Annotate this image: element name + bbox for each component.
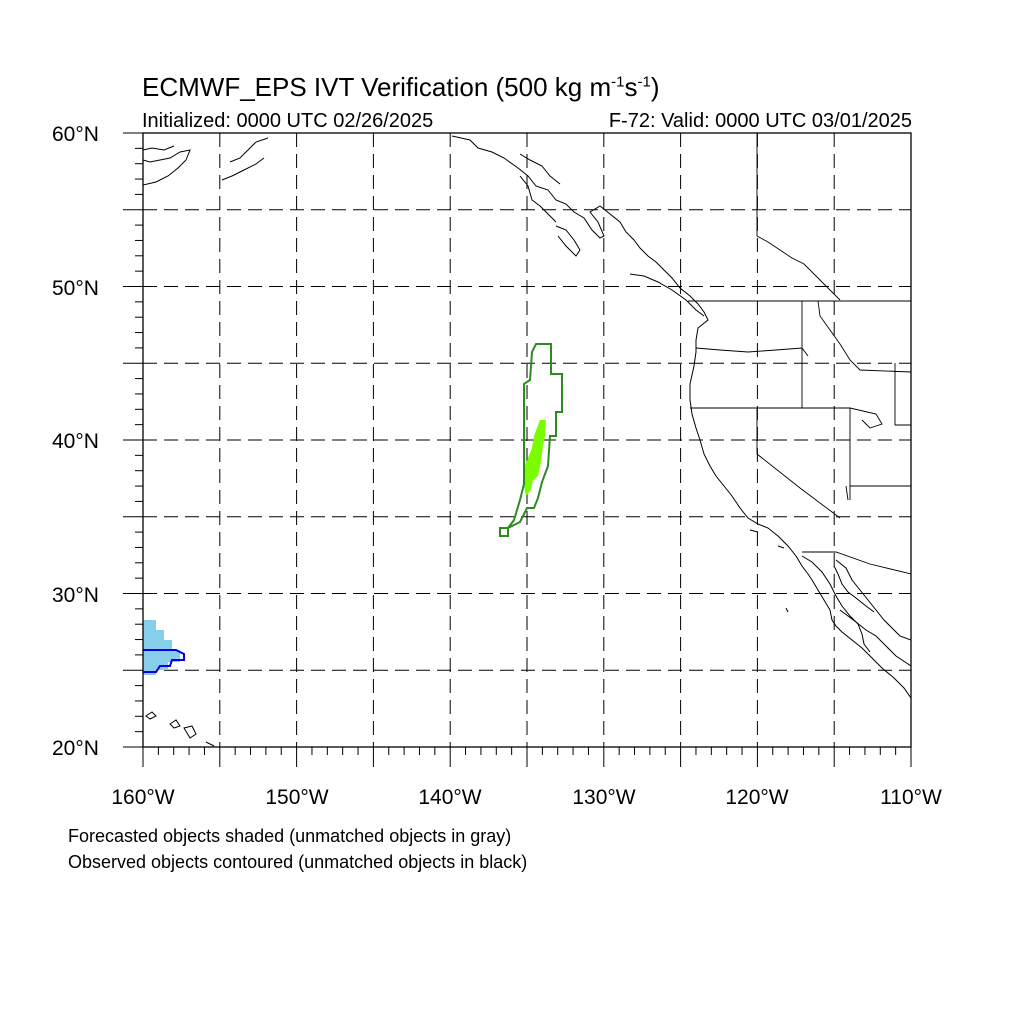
lat-label: 30°N (52, 584, 99, 607)
coastline-baja (801, 555, 911, 653)
forecast-object-green (524, 420, 546, 496)
coastline-gulf-california (833, 565, 911, 667)
valid-time-label: F-72: Valid: 0000 UTC 03/01/2025 (608, 110, 912, 132)
lon-label: 150°W (265, 786, 328, 809)
axis-ticks (123, 132, 912, 767)
coastline-hawaii (145, 711, 215, 747)
lon-label: 120°W (725, 786, 788, 809)
observed-contour-blue (143, 649, 185, 673)
borders-us-canada (688, 133, 911, 302)
coastline-bc-islands (519, 153, 705, 317)
ivt-objects (143, 343, 563, 675)
caption-forecast: Forecasted objects shaded (unmatched obj… (68, 826, 512, 846)
initialized-label: Initialized: 0000 UTC 02/26/2025 (142, 110, 434, 132)
caption-observed: Observed objects contoured (unmatched ob… (68, 852, 528, 872)
lat-label: 40°N (52, 430, 99, 453)
gridlines (143, 133, 911, 747)
lon-label: 130°W (572, 786, 635, 809)
lon-label: 160°W (111, 786, 174, 809)
coastline-alaska (143, 137, 269, 186)
coastline-islands-socal (749, 529, 789, 613)
lat-axis-labels: 60°N 50°N 40°N 30°N 20°N (52, 123, 99, 760)
lat-label: 50°N (52, 277, 99, 300)
lon-label: 140°W (418, 786, 481, 809)
lat-label: 60°N (52, 123, 99, 146)
borders-states (690, 300, 911, 575)
observed-contour-green (499, 343, 563, 537)
lon-label: 110°W (880, 786, 942, 809)
map-title: ECMWF_EPS IVT Verification (500 kg m-1s-… (142, 72, 660, 102)
map-area (143, 133, 911, 747)
lon-axis-labels: 160°W 150°W 140°W 130°W 120°W 110°W (111, 786, 942, 809)
lat-label: 20°N (52, 737, 99, 760)
coastline-north-america (451, 135, 911, 699)
